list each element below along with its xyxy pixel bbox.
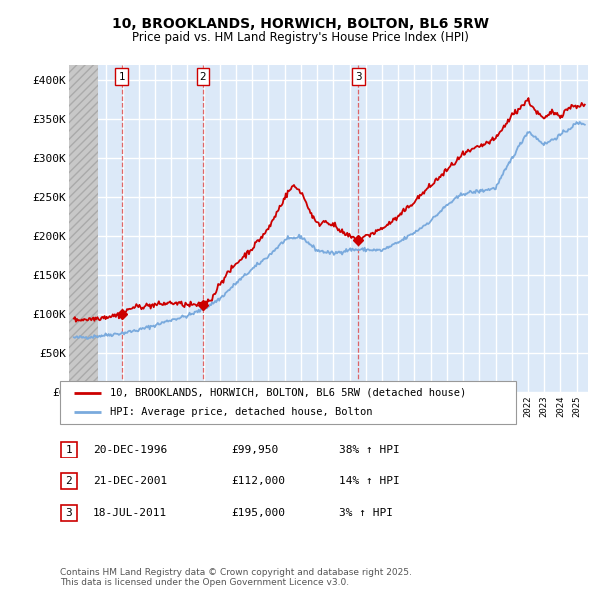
Text: 3: 3 — [355, 71, 362, 81]
Text: 3: 3 — [65, 509, 73, 518]
Text: 1: 1 — [65, 445, 73, 454]
Text: 2: 2 — [65, 476, 73, 486]
Text: £195,000: £195,000 — [231, 509, 285, 518]
Text: Contains HM Land Registry data © Crown copyright and database right 2025.
This d: Contains HM Land Registry data © Crown c… — [60, 568, 412, 587]
FancyBboxPatch shape — [61, 473, 77, 489]
FancyBboxPatch shape — [61, 505, 77, 522]
Text: 10, BROOKLANDS, HORWICH, BOLTON, BL6 5RW: 10, BROOKLANDS, HORWICH, BOLTON, BL6 5RW — [112, 17, 488, 31]
Text: HPI: Average price, detached house, Bolton: HPI: Average price, detached house, Bolt… — [110, 407, 373, 417]
Text: 20-DEC-1996: 20-DEC-1996 — [93, 445, 167, 454]
Text: 21-DEC-2001: 21-DEC-2001 — [93, 476, 167, 486]
Text: 10, BROOKLANDS, HORWICH, BOLTON, BL6 5RW (detached house): 10, BROOKLANDS, HORWICH, BOLTON, BL6 5RW… — [110, 388, 466, 398]
FancyBboxPatch shape — [60, 381, 516, 424]
Text: 1: 1 — [119, 71, 125, 81]
Text: £99,950: £99,950 — [231, 445, 278, 454]
Text: 3% ↑ HPI: 3% ↑ HPI — [339, 509, 393, 518]
Text: 18-JUL-2011: 18-JUL-2011 — [93, 509, 167, 518]
Text: 14% ↑ HPI: 14% ↑ HPI — [339, 476, 400, 486]
Text: 2: 2 — [200, 71, 206, 81]
Bar — [69, 65, 98, 392]
Text: £112,000: £112,000 — [231, 476, 285, 486]
FancyBboxPatch shape — [61, 441, 77, 458]
Text: Price paid vs. HM Land Registry's House Price Index (HPI): Price paid vs. HM Land Registry's House … — [131, 31, 469, 44]
Text: 38% ↑ HPI: 38% ↑ HPI — [339, 445, 400, 454]
